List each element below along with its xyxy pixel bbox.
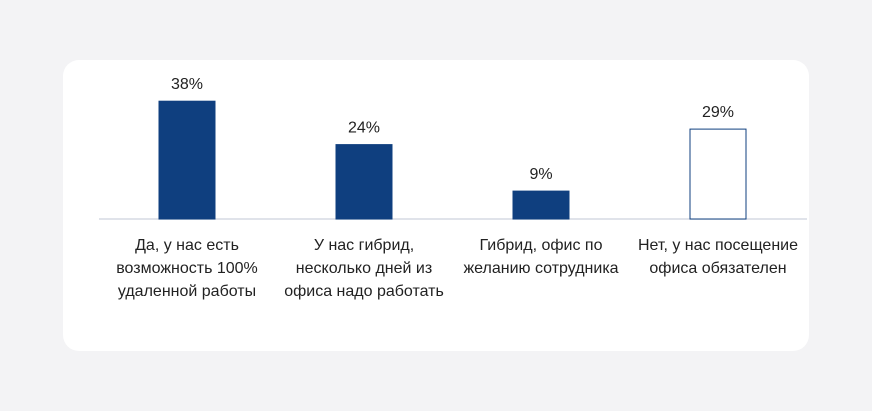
x-tick-label: Да, у нас есть возможность 100% удаленно… bbox=[116, 237, 258, 300]
bar bbox=[158, 100, 216, 220]
x-tick-label: Нет, у нас посещение офиса обязателен bbox=[637, 237, 798, 277]
value-label: 9% bbox=[529, 166, 552, 183]
value-label: 24% bbox=[348, 120, 380, 137]
x-tick-label: Гибрид, офис по желанию сотрудника bbox=[463, 237, 619, 277]
bar bbox=[689, 128, 747, 220]
x-tick-label: У нас гибрид, несколько дней из офиса на… bbox=[284, 237, 444, 300]
bar bbox=[335, 144, 393, 220]
value-label: 38% bbox=[171, 76, 203, 93]
value-label: 29% bbox=[702, 104, 734, 121]
bar bbox=[512, 190, 570, 220]
